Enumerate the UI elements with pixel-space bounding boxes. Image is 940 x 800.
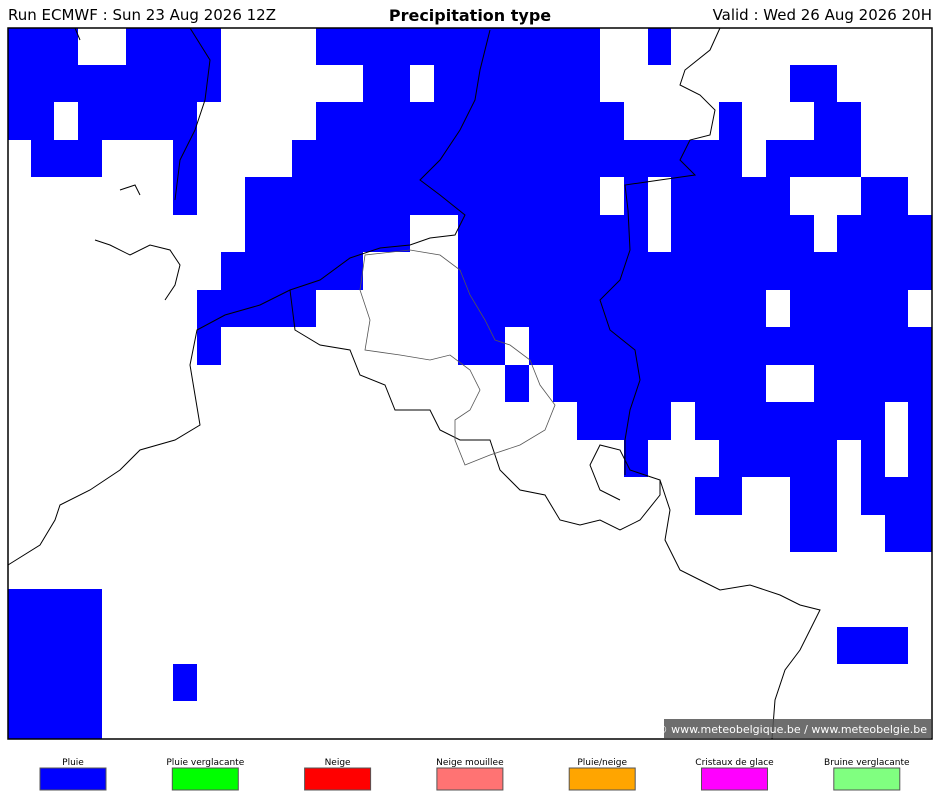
rain-cell <box>790 290 908 327</box>
rain-cell <box>908 440 932 477</box>
rain-cell <box>31 140 102 177</box>
legend: Pluie Pluie verglacante Neige Neige mouille… <box>39 758 910 791</box>
coastlines <box>7 27 821 740</box>
credit-bg <box>664 719 931 738</box>
rain-cell <box>671 215 814 252</box>
rain-cell <box>363 65 410 102</box>
rain-cell <box>553 365 766 402</box>
rain-cell <box>8 589 102 739</box>
rain-cell <box>861 440 885 477</box>
rain-cell <box>197 327 221 365</box>
map-frame <box>7 27 933 740</box>
rain-cell <box>316 28 600 65</box>
rain-cell <box>766 140 861 177</box>
run-label: Run ECMWF : Sun 23 Aug 2026 12Z <box>8 6 276 24</box>
rain-cell <box>292 140 671 177</box>
legend-label: Neige mouillee <box>436 758 504 768</box>
rain-cell <box>197 290 316 327</box>
rain-cell <box>221 252 363 290</box>
legend-label: Neige <box>325 758 351 768</box>
legend-swatch <box>568 767 636 791</box>
rain-cell <box>126 28 221 65</box>
map-title: Precipitation type <box>388 6 552 25</box>
rain-cell <box>837 627 908 664</box>
rain-cell <box>173 140 197 215</box>
rain-cell <box>8 65 221 102</box>
rain-cell <box>458 215 648 252</box>
rain-cell <box>885 515 932 552</box>
rain-cell <box>671 140 742 177</box>
credit: © www.meteobelgique.be / www.meteobelgie… <box>657 723 928 736</box>
rain-cell <box>505 365 529 402</box>
rain-cell <box>434 65 600 102</box>
legend-swatch <box>304 767 372 791</box>
rain-cell <box>837 215 932 252</box>
rain-cell <box>695 402 885 440</box>
rain-cell <box>790 477 837 515</box>
valid-label: Valid : Wed 26 Aug 2026 20H <box>712 6 932 24</box>
rain-cell <box>861 477 932 515</box>
rain-cell <box>577 402 671 440</box>
rain-cell <box>719 102 742 140</box>
legend-swatch <box>833 767 901 791</box>
rain-cell <box>173 664 197 701</box>
legend-label: Pluie <box>62 758 84 768</box>
legend-label: Pluie verglacante <box>166 758 244 768</box>
rain-cell <box>790 515 837 552</box>
rain-cell <box>529 327 932 365</box>
rain-cell <box>8 28 78 65</box>
rain-cell <box>648 28 671 65</box>
rain-cell <box>245 215 410 252</box>
rain-cell <box>8 102 54 140</box>
legend-swatch <box>39 767 107 791</box>
rain-cell <box>316 102 624 140</box>
legend-swatch <box>701 767 768 791</box>
rain-cell <box>814 365 932 402</box>
legend-label: Pluie/neige <box>577 758 627 768</box>
rain-cell <box>719 440 837 477</box>
rain-cell <box>458 327 505 365</box>
rain-cell <box>78 102 197 140</box>
rain-cell <box>458 252 932 290</box>
rain-cell <box>624 440 648 477</box>
rain-cell <box>695 477 742 515</box>
legend-label: Bruine verglacante <box>824 758 910 768</box>
precip-cells <box>8 28 932 739</box>
rain-cell <box>908 402 932 440</box>
legend-label: Cristaux de glace <box>695 758 774 768</box>
rain-cell <box>814 102 861 140</box>
rain-cell <box>458 290 766 327</box>
rain-cell <box>245 177 600 215</box>
legend-swatch <box>436 767 504 791</box>
legend-swatch <box>171 767 239 791</box>
rain-cell <box>861 177 908 215</box>
rain-cell <box>671 177 790 215</box>
rain-cell <box>790 65 837 102</box>
